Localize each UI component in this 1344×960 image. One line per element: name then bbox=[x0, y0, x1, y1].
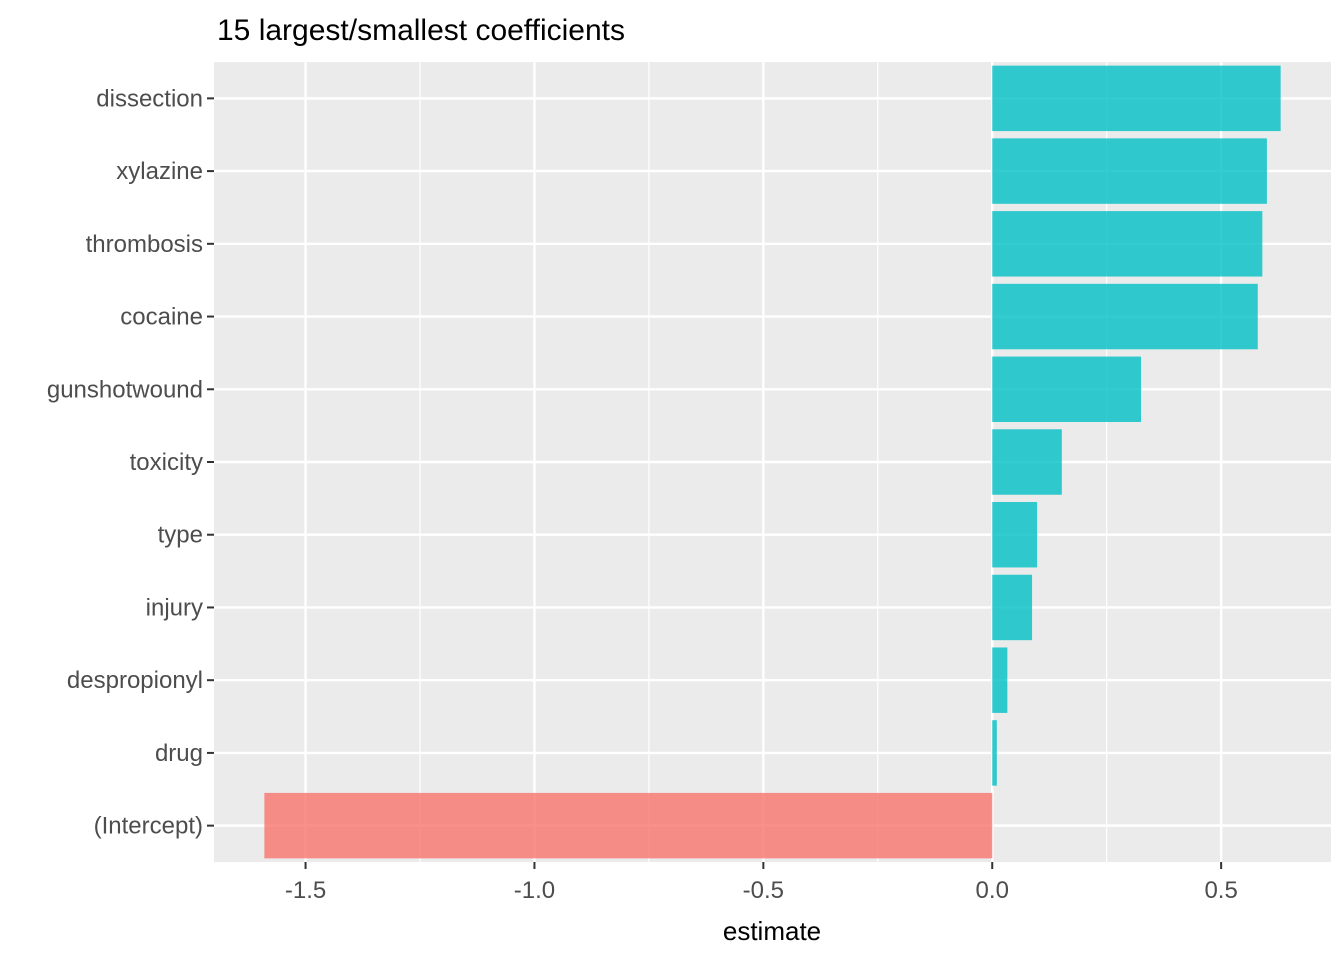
y-tick-label: gunshotwound bbox=[47, 376, 203, 403]
y-tick-label: type bbox=[158, 522, 203, 549]
y-tick-label: toxicity bbox=[130, 449, 203, 476]
bar-drug bbox=[992, 720, 997, 786]
y-tick-label: injury bbox=[146, 594, 203, 621]
y-tick-label: despropionyl bbox=[67, 667, 203, 694]
y-tick-label: thrombosis bbox=[86, 231, 203, 258]
x-tick-label: 0.0 bbox=[976, 877, 1009, 904]
x-axis: -1.5 -1.0 -0.5 0.0 0.5 bbox=[285, 862, 1238, 904]
bar-type bbox=[992, 502, 1038, 568]
y-tick-label: xylazine bbox=[116, 158, 203, 185]
x-tick-label: 0.5 bbox=[1204, 877, 1237, 904]
bar-toxicity bbox=[992, 429, 1062, 495]
bar-dissection bbox=[992, 65, 1281, 132]
bar-intercept bbox=[264, 792, 993, 859]
bar-thrombosis bbox=[992, 211, 1263, 277]
y-tick-label: drug bbox=[155, 740, 203, 767]
y-tick-label: cocaine bbox=[120, 304, 203, 331]
bar-gunshotwound bbox=[992, 356, 1142, 422]
bar-cocaine bbox=[992, 283, 1258, 350]
bar-xylazine bbox=[992, 138, 1267, 204]
x-tick-label: -0.5 bbox=[743, 877, 784, 904]
bar-injury bbox=[992, 574, 1033, 641]
y-tick-label: (Intercept) bbox=[94, 813, 203, 840]
x-tick-label: -1.0 bbox=[514, 877, 555, 904]
y-axis: dissection xylazine thrombosis cocaine gunsh… bbox=[47, 85, 214, 840]
y-tick-label: dissection bbox=[96, 85, 203, 112]
x-axis-title: estimate bbox=[723, 916, 821, 946]
bar-despropionyl bbox=[992, 647, 1008, 713]
x-tick-label: -1.5 bbox=[285, 877, 326, 904]
chart-title: 15 largest/smallest coefficients bbox=[217, 14, 625, 47]
bars bbox=[264, 65, 1281, 859]
